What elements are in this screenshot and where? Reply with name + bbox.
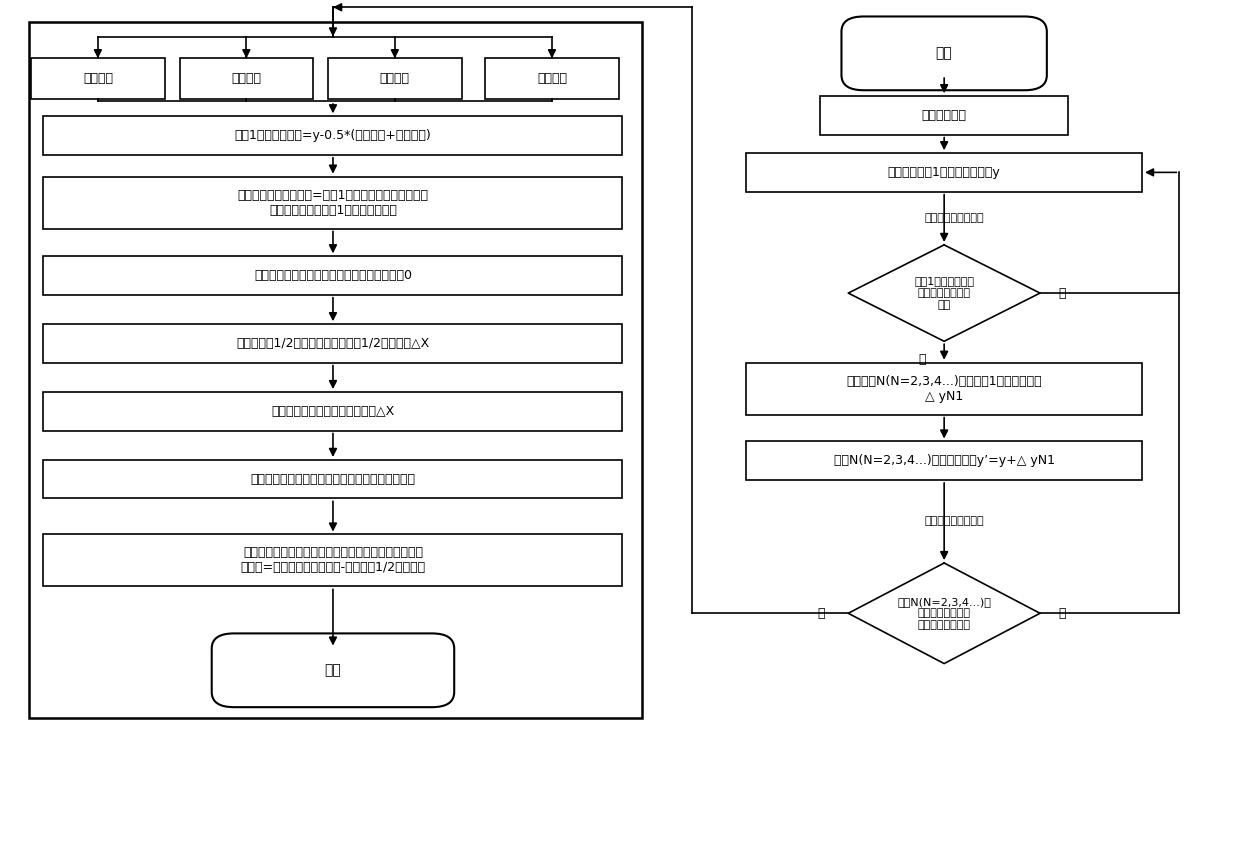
Text: 计算工况N(N=2,3,4...)相对工况1的桥架变形量
△ yN1: 计算工况N(N=2,3,4...)相对工况1的桥架变形量 △ yN1 <box>847 374 1042 403</box>
Text: 工况N(N=2,3,4...)运
转状态各轴承负荷
是否均满足要求？: 工况N(N=2,3,4...)运 转状态各轴承负荷 是否均满足要求？ <box>898 597 991 630</box>
Bar <box>329 58 461 98</box>
Text: 水平安装状态轴承变位=工况1冷态轴承变位值＋（水平
安装工况相对于工况1的桥架变形量）: 水平安装状态轴承变位=工况1冷态轴承变位值＋（水平 安装工况相对于工况1的桥架变… <box>238 188 429 217</box>
Bar <box>31 58 165 98</box>
FancyBboxPatch shape <box>212 633 454 707</box>
Text: 计算各轴承1/2间隙相对于绍刀轴承1/2间隙差值△X: 计算各轴承1/2间隙相对于绍刀轴承1/2间隙差值△X <box>237 337 429 350</box>
Polygon shape <box>848 563 1040 664</box>
Text: 开始: 开始 <box>936 46 952 61</box>
Bar <box>43 116 622 155</box>
Bar <box>43 324 622 362</box>
Text: 桥架变形: 桥架变形 <box>83 72 113 85</box>
Bar <box>43 392 622 431</box>
Bar <box>180 58 314 98</box>
Bar <box>29 23 642 718</box>
Text: 否: 否 <box>1059 607 1066 620</box>
Text: 否: 否 <box>1059 287 1066 299</box>
Bar <box>746 442 1142 480</box>
Text: 工况N(N=2,3,4...)：各轴承变位y’=y+△ yN1: 工况N(N=2,3,4...)：各轴承变位y’=y+△ yN1 <box>833 454 1055 468</box>
Bar <box>43 257 622 294</box>
Text: 工况1冷态轴承变位=y-0.5*(热膨胀量+水膨胀量): 工况1冷态轴承变位=y-0.5*(热膨胀量+水膨胀量) <box>234 129 432 142</box>
Text: 工况1运转状态各轴
承负荷是否满足要
求？: 工况1运转状态各轴 承负荷是否满足要 求？ <box>914 277 975 309</box>
Bar <box>746 153 1142 192</box>
FancyBboxPatch shape <box>842 17 1047 90</box>
Text: 输入软件中进行计算: 输入软件中进行计算 <box>924 214 983 223</box>
Text: 轴承间隙: 轴承间隙 <box>537 72 567 85</box>
Polygon shape <box>848 245 1040 341</box>
Text: 水膨胀量: 水膨胀量 <box>379 72 410 85</box>
Text: 输入软件中进行计算: 输入软件中进行计算 <box>924 516 983 526</box>
Text: 热膨胀量: 热膨胀量 <box>232 72 262 85</box>
Text: 是: 是 <box>817 607 825 620</box>
Text: 各轴承相对理论中心线变位值（输入软件进行计算的变
位值）=安装状态轴承变位值-各轴承的1/2轴承间隙: 各轴承相对理论中心线变位值（输入软件进行计算的变 位值）=安装状态轴承变位值-各… <box>241 547 425 574</box>
Text: 主要工作工况1：调节轴承变位y: 主要工作工况1：调节轴承变位y <box>888 166 1001 179</box>
Bar <box>821 96 1068 135</box>
Text: 确定实际安装状态轴承变位（提供船厂安装建议）: 确定实际安装状态轴承变位（提供船厂安装建议） <box>250 473 415 485</box>
Text: 是: 是 <box>918 353 925 366</box>
Bar <box>43 177 622 229</box>
Bar <box>746 362 1142 415</box>
Text: 各轴承变位减去轴承间隙相对值△X: 各轴承变位减去轴承间隙相对值△X <box>272 405 394 418</box>
Bar <box>485 58 619 98</box>
Text: 结束: 结束 <box>325 664 341 677</box>
Text: 所有轴承调节同一变量，使得绍刀轴承变位为0: 所有轴承调节同一变量，使得绍刀轴承变位为0 <box>254 269 412 282</box>
Text: 轴系模型简化: 轴系模型简化 <box>921 108 967 122</box>
Bar <box>43 535 622 586</box>
Bar <box>43 460 622 499</box>
